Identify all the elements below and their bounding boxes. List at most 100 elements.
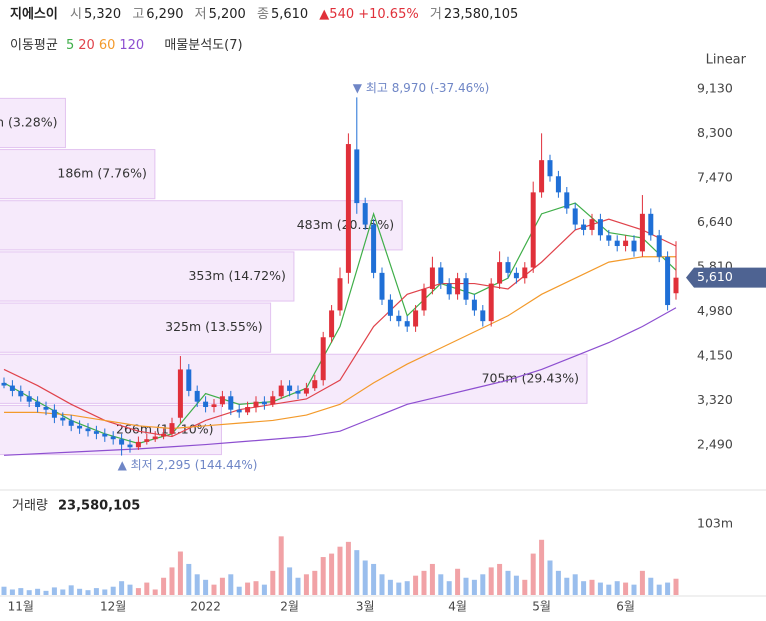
candle-body [488,283,494,322]
y-tick-label: 3,320 [697,392,733,407]
volume-bar [379,574,385,595]
volume-bar [488,567,494,595]
volume-bar [530,553,536,595]
volume-bar [396,582,402,595]
candle-body [177,369,183,418]
candle-body [656,235,662,257]
x-tick-label: 6월 [616,600,635,614]
candle-body [85,428,91,432]
candle-body [413,310,419,327]
candle-body [68,420,74,426]
volume-bar [77,588,83,595]
volume-profile-label: 325m (13.55%) [165,319,262,334]
candle-body [345,144,351,273]
volume-profile-bar [0,353,588,404]
volume-bar [639,570,645,595]
volume-bar [9,589,15,595]
candle-body [236,409,242,413]
x-tick-label: 2월 [280,600,299,614]
candle-body [9,385,15,391]
candle-body [623,240,629,247]
candle-body [295,390,301,394]
candle-body [18,390,24,397]
candle-body [471,299,477,311]
volume-bar [387,579,393,595]
candle-body [581,224,587,230]
x-tick-label: 4월 [448,600,467,614]
candle-body [161,433,167,437]
volume-profile-label: 266m (11.10%) [116,421,213,436]
volume-bar [362,560,368,595]
volume-bar [480,574,486,595]
candle-body [1,382,7,386]
legend-item: 120 [119,38,145,53]
candle-body [497,262,503,284]
volume-bar [463,577,469,595]
legend-title: 이동평균 [10,38,58,53]
volume-profile-label: 705m (29.43%) [482,370,579,385]
x-tick-label: 5월 [532,600,551,614]
volume-bar [329,553,335,595]
candle-body [429,267,435,289]
volume-bar [253,581,259,595]
candle-body [270,396,276,405]
candle-body [219,396,225,405]
candle-body [337,278,343,311]
y-tick-label: 4,150 [697,348,733,363]
candle-body [186,369,192,391]
candle-body [144,439,150,442]
moving-average [4,256,676,430]
candle-body [404,321,410,327]
candle-body [245,407,251,413]
volume-bar [438,574,444,595]
quote-label: 저 [194,7,207,22]
volume-title: 거래량 [12,499,48,514]
volume-profile-label: 483m (20.15%) [297,217,394,232]
volume-bar [287,567,293,595]
volume-bar [127,584,133,595]
candle-body [572,208,578,225]
volume-bar [85,590,91,595]
candle-body [329,310,335,338]
volume-bar [564,577,570,595]
candle-body [102,433,108,437]
volume-bar [404,581,410,595]
candle-body [606,235,612,241]
volume-bar [497,563,503,595]
volume-bar [614,581,620,595]
candle-body [152,436,158,440]
candle-body [446,283,452,295]
volume-bar [631,584,637,595]
candle-body [665,256,671,306]
candle-body [35,401,41,408]
volume-bar [572,574,578,595]
moving-average [3,218,677,438]
volume-bar [303,574,309,595]
volume-bar [43,590,49,595]
y-tick-label: 8,300 [697,125,733,140]
volume-total: 23,580,105 [58,499,140,514]
volume-bar [597,582,603,595]
y-tick-label: 9,130 [697,80,733,95]
volume-bar [261,584,267,595]
candle-body [135,441,141,448]
change: ▲540 +10.65% [319,7,419,22]
candle-body [127,444,133,448]
volume-profile-bar [0,149,156,200]
volume-bar [371,563,377,595]
moving-average [3,202,677,445]
quote-value: 5,320 [83,7,122,22]
volume-bar [312,570,318,595]
profile-title: 매물분석도(7) [164,38,243,53]
volume-bar [656,584,662,595]
candle-body [362,203,368,225]
volume-bar [581,581,587,595]
candle-body [253,401,259,408]
volume-bar [119,581,125,595]
volume-profile-label: 186m (7.76%) [57,166,146,181]
candle-body [287,385,293,391]
candle-body [463,278,469,300]
volume-bar [606,584,612,595]
quote-value: 5,610 [270,7,309,22]
volume-bar [505,570,511,595]
